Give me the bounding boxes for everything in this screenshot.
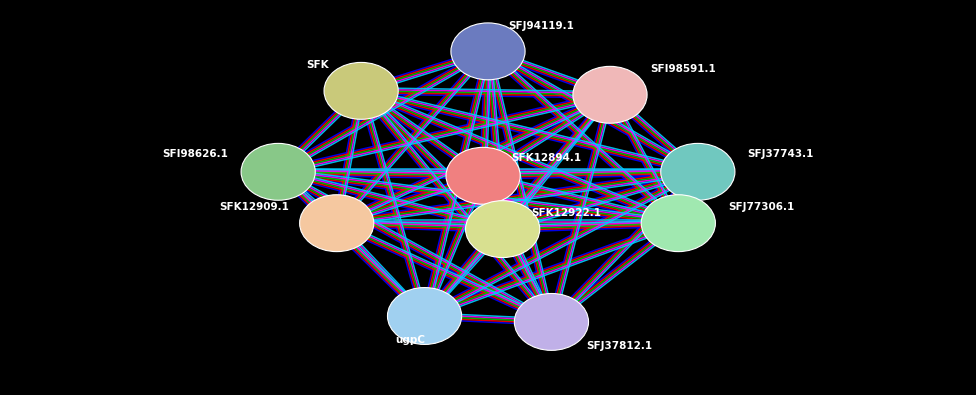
Ellipse shape (451, 23, 525, 80)
Ellipse shape (466, 201, 540, 258)
Ellipse shape (387, 288, 462, 344)
Text: SFK: SFK (305, 60, 329, 70)
Text: SFK12894.1: SFK12894.1 (511, 153, 582, 163)
Text: SFJ77306.1: SFJ77306.1 (728, 202, 794, 213)
Ellipse shape (241, 143, 315, 200)
Ellipse shape (324, 62, 398, 119)
Text: SFJ37743.1: SFJ37743.1 (748, 149, 814, 159)
Ellipse shape (514, 293, 589, 350)
Text: SFK12909.1: SFK12909.1 (219, 202, 289, 213)
Text: SFJ94119.1: SFJ94119.1 (508, 21, 575, 31)
Text: SFI98591.1: SFI98591.1 (650, 64, 716, 74)
Text: SFJ37812.1: SFJ37812.1 (587, 340, 653, 351)
Text: SFK12922.1: SFK12922.1 (531, 208, 601, 218)
Ellipse shape (641, 195, 715, 252)
Text: ugpC: ugpC (395, 335, 425, 345)
Ellipse shape (446, 147, 520, 204)
Ellipse shape (300, 195, 374, 252)
Ellipse shape (661, 143, 735, 200)
Text: SFI98626.1: SFI98626.1 (162, 149, 228, 159)
Ellipse shape (573, 66, 647, 123)
